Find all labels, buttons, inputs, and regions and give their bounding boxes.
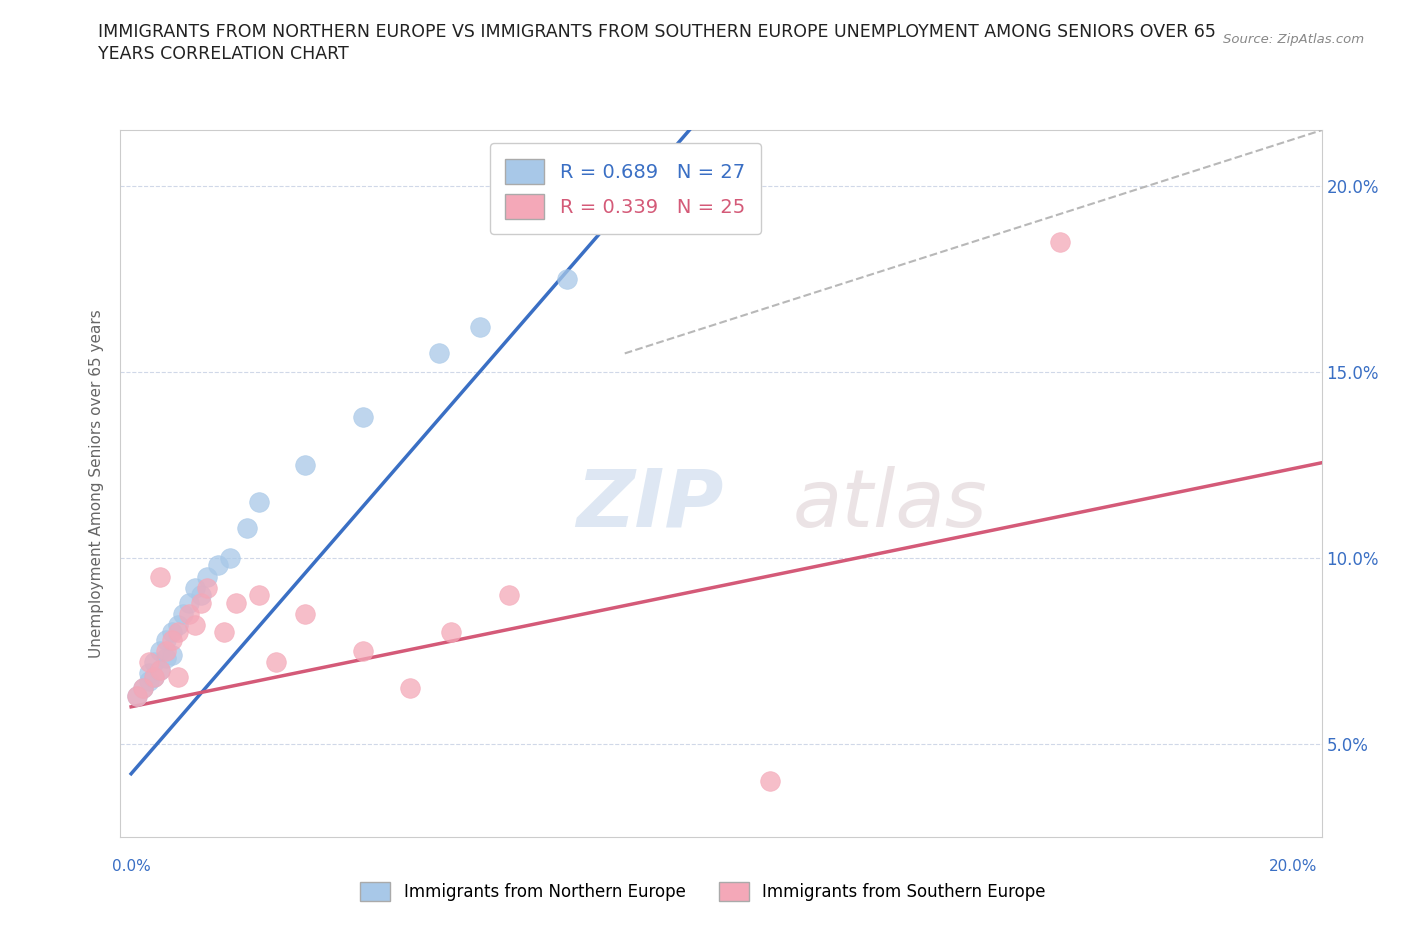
Point [207,558,229,573]
Point [132,681,155,696]
Point [172,606,194,621]
Legend: R = 0.689   N = 27, R = 0.339   N = 25: R = 0.689 N = 27, R = 0.339 N = 25 [489,143,761,234]
Point [149,569,172,584]
Point [179,595,201,610]
Point [138,655,160,670]
Point [294,458,316,472]
Point [1049,234,1071,249]
Text: Source: ZipAtlas.com: Source: ZipAtlas.com [1223,33,1364,46]
Point [190,588,212,603]
Point [225,595,247,610]
Point [125,688,148,703]
Point [125,688,148,703]
Text: ZIP: ZIP [576,466,724,544]
Point [155,632,177,647]
Point [247,495,270,510]
Point [184,580,207,595]
Point [236,521,259,536]
Point [218,551,240,565]
Text: YEARS CORRELATION CHART: YEARS CORRELATION CHART [98,45,349,62]
Point [352,644,374,658]
Point [166,618,188,632]
Point [155,644,177,658]
Point [166,670,188,684]
Point [138,673,160,688]
Point [427,346,450,361]
Point [138,666,160,681]
Point [132,681,155,696]
Point [352,409,374,424]
Y-axis label: Unemployment Among Seniors over 65 years: Unemployment Among Seniors over 65 years [89,310,104,658]
Point [212,625,235,640]
Text: 20.0%: 20.0% [1268,859,1317,874]
Point [160,647,183,662]
Text: 0.0%: 0.0% [111,859,150,874]
Point [184,618,207,632]
Point [149,662,172,677]
Point [439,625,461,640]
Point [399,681,422,696]
Point [143,670,166,684]
Point [179,606,201,621]
Text: atlas: atlas [793,466,987,544]
Point [195,580,218,595]
Point [149,644,172,658]
Point [468,320,491,335]
Point [247,588,270,603]
Point [155,651,177,666]
Point [149,662,172,677]
Point [294,606,316,621]
Text: IMMIGRANTS FROM NORTHERN EUROPE VS IMMIGRANTS FROM SOUTHERN EUROPE UNEMPLOYMENT : IMMIGRANTS FROM NORTHERN EUROPE VS IMMIG… [98,23,1216,41]
Legend: Immigrants from Northern Europe, Immigrants from Southern Europe: Immigrants from Northern Europe, Immigra… [354,875,1052,908]
Point [555,272,578,286]
Point [190,595,212,610]
Point [266,655,288,670]
Point [160,632,183,647]
Point [195,569,218,584]
Point [160,625,183,640]
Point [143,670,166,684]
Point [143,655,166,670]
Point [166,625,188,640]
Point [498,588,520,603]
Point [759,774,782,789]
